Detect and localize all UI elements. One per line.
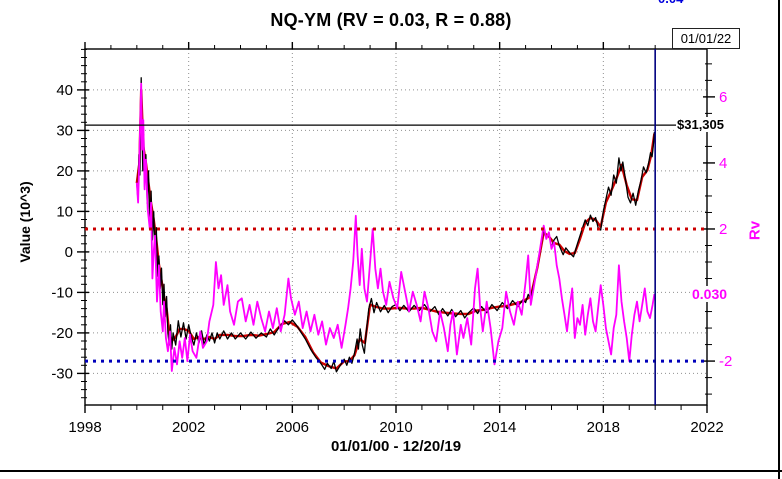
x-tick-label: 2010 [379, 419, 412, 436]
x-tick-label: 1998 [68, 419, 101, 436]
x-tick-label: 2022 [690, 419, 723, 436]
rv-series-line [135, 82, 656, 372]
current-value-readout: $31,305 [676, 117, 725, 132]
x-tick-label: 2002 [172, 419, 205, 436]
yleft-tick-label: 20 [56, 163, 73, 180]
yleft-tick-label: 0 [65, 244, 73, 261]
yleft-tick-label: 40 [56, 82, 73, 99]
yright-tick-label: 2 [719, 221, 727, 238]
x-tick-label: 2006 [276, 419, 309, 436]
clipped-top-readout: 0.04 [658, 0, 683, 6]
chart-title: NQ-YM (RV = 0.03, R = 0.88) [270, 10, 512, 30]
yleft-tick-label: 10 [56, 203, 73, 220]
yleft-tick-label: 30 [56, 122, 73, 139]
panel-bottom-border [0, 470, 782, 472]
panel-right-border [778, 0, 780, 479]
yright-tick-label: 4 [719, 155, 727, 172]
value-series-line [136, 77, 656, 373]
yright-tick-label: 6 [719, 89, 727, 106]
x-tick-label: 2018 [587, 419, 620, 436]
yright-tick-label: -2 [719, 353, 732, 370]
left-axis-title: Value (10^3) [17, 181, 33, 263]
x-tick-label: 2014 [483, 419, 516, 436]
yleft-tick-label: -20 [51, 325, 73, 342]
yleft-tick-label: -10 [51, 284, 73, 301]
yleft-tick-label: -30 [51, 365, 73, 382]
current-rv-readout: 0.030 [691, 286, 729, 302]
cursor-date-box[interactable]: 01/01/22 [672, 28, 740, 49]
date-range-label: 01/01/00 - 12/20/19 [330, 438, 462, 455]
right-axis-title: Rv [746, 220, 764, 241]
